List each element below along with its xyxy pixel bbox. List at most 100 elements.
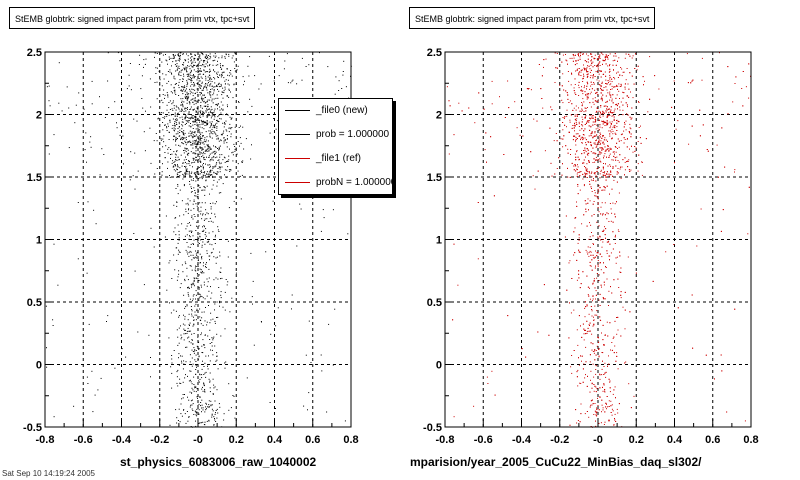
scatter-point (209, 85, 211, 87)
scatter-point (214, 213, 216, 215)
scatter-point (203, 139, 205, 141)
scatter-point (186, 169, 188, 171)
scatter-point (595, 121, 596, 123)
scatter-point (586, 320, 588, 322)
scatter-point (581, 136, 583, 138)
scatter-point (227, 106, 228, 108)
scatter-point (203, 69, 205, 71)
scatter-point (202, 352, 204, 354)
scatter-point (196, 255, 198, 257)
scatter-point (219, 63, 221, 65)
scatter-point (591, 117, 593, 119)
scatter-point (181, 116, 183, 118)
scatter-point (620, 101, 622, 103)
scatter-point (609, 133, 611, 135)
scatter-point (209, 77, 211, 79)
scatter-point (195, 150, 197, 152)
scatter-point (185, 66, 187, 68)
scatter-point (211, 244, 213, 246)
scatter-point (598, 57, 600, 59)
scatter-point (673, 244, 675, 245)
scatter-point (573, 169, 575, 171)
scatter-point (163, 89, 165, 91)
scatter-point (196, 266, 198, 267)
scatter-point (562, 73, 564, 75)
scatter-point (588, 120, 590, 121)
scatter-point (233, 143, 235, 145)
scatter-point (594, 172, 596, 174)
scatter-point (237, 65, 239, 67)
scatter-point (665, 251, 667, 253)
scatter-point (580, 54, 581, 56)
scatter-point (220, 76, 222, 78)
scatter-point (165, 59, 167, 61)
scatter-point (215, 151, 217, 153)
scatter-point (207, 71, 209, 73)
y-tick-label: 1 (36, 235, 42, 247)
scatter-point (584, 329, 586, 331)
scatter-point (722, 209, 724, 211)
scatter-point (734, 83, 736, 84)
legend-line-probn (285, 182, 310, 183)
scatter-point (582, 98, 584, 100)
scatter-point (179, 71, 180, 73)
scatter-point (585, 346, 587, 348)
scatter-point (201, 171, 202, 173)
scatter-point (587, 294, 589, 296)
scatter-point (593, 319, 595, 321)
scatter-point (220, 166, 221, 168)
scatter-point (532, 175, 534, 177)
scatter-point (576, 329, 578, 331)
scatter-point (192, 66, 194, 68)
scatter-point (540, 88, 542, 90)
scatter-point (596, 168, 598, 170)
scatter-point (599, 374, 601, 376)
scatter-point (193, 414, 195, 415)
scatter-point (207, 365, 208, 367)
scatter-point (575, 409, 577, 411)
scatter-point (195, 115, 197, 117)
scatter-point (601, 256, 603, 258)
scatter-point (182, 132, 184, 134)
scatter-point (214, 320, 216, 322)
scatter-point (193, 142, 195, 144)
scatter-point (583, 339, 585, 341)
scatter-point (599, 111, 601, 113)
scatter-point (141, 98, 143, 99)
scatter-point (187, 253, 189, 255)
scatter-point (614, 236, 616, 238)
scatter-point (164, 124, 166, 126)
scatter-point (173, 169, 175, 171)
scatter-point (204, 243, 206, 245)
scatter-point (614, 203, 616, 205)
scatter-point (143, 131, 145, 133)
scatter-point (595, 180, 597, 182)
scatter-point (273, 80, 275, 82)
scatter-point (597, 265, 599, 267)
scatter-point (208, 268, 210, 270)
scatter-point (595, 373, 597, 375)
scatter-point (602, 390, 604, 392)
scatter-point (194, 387, 196, 389)
scatter-point (585, 172, 587, 174)
scatter-point (602, 352, 604, 354)
scatter-point (620, 140, 622, 142)
scatter-point (199, 132, 201, 134)
scatter-point (596, 345, 598, 347)
scatter-point (181, 398, 183, 400)
scatter-point (95, 223, 97, 225)
scatter-point (205, 86, 207, 88)
scatter-point (596, 79, 598, 81)
scatter-point (597, 142, 599, 144)
scatter-point (219, 156, 221, 158)
scatter-point (202, 297, 204, 299)
scatter-point (592, 121, 594, 123)
scatter-point (578, 364, 580, 366)
scatter-point (188, 252, 190, 254)
scatter-point (197, 252, 199, 254)
scatter-point (211, 413, 213, 415)
scatter-point (271, 106, 273, 108)
scatter-point (189, 68, 191, 70)
scatter-point (191, 315, 193, 317)
scatter-point (602, 148, 604, 150)
